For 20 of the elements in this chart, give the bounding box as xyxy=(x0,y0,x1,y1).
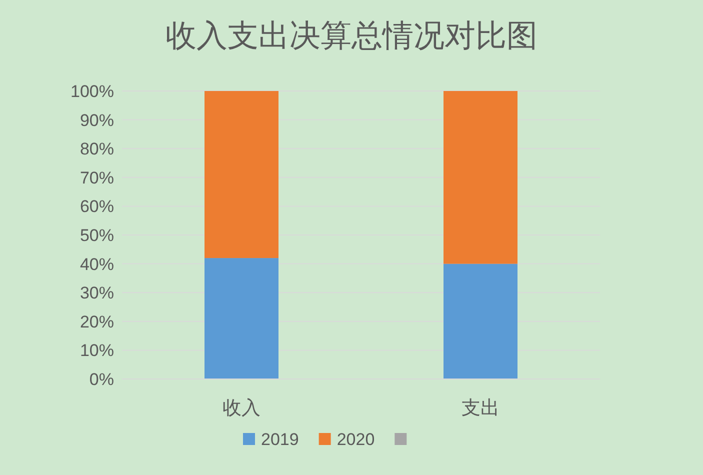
x-tick-label: 收入 xyxy=(222,398,260,419)
y-tick-label: 40% xyxy=(80,254,114,274)
x-tick-label: 支出 xyxy=(462,398,500,419)
y-tick-label: 0% xyxy=(89,370,114,389)
y-tick-label: 100% xyxy=(70,82,114,101)
bar xyxy=(444,264,518,379)
legend-label: 2019 xyxy=(261,430,299,449)
bar xyxy=(204,91,278,258)
y-tick-label: 50% xyxy=(80,226,114,245)
y-tick-label: 30% xyxy=(80,284,114,303)
y-tick-label: 70% xyxy=(80,168,114,188)
bar xyxy=(204,258,278,379)
chart-title: 收入支出决算总情况对比图 xyxy=(166,18,538,53)
y-tick-label: 60% xyxy=(80,197,114,216)
legend-label: 2020 xyxy=(336,430,375,449)
y-tick-label: 90% xyxy=(80,110,114,130)
y-tick-label: 80% xyxy=(80,140,114,159)
y-tick-label: 10% xyxy=(80,341,114,360)
y-tick-label: 20% xyxy=(80,312,114,332)
bar xyxy=(444,91,518,264)
